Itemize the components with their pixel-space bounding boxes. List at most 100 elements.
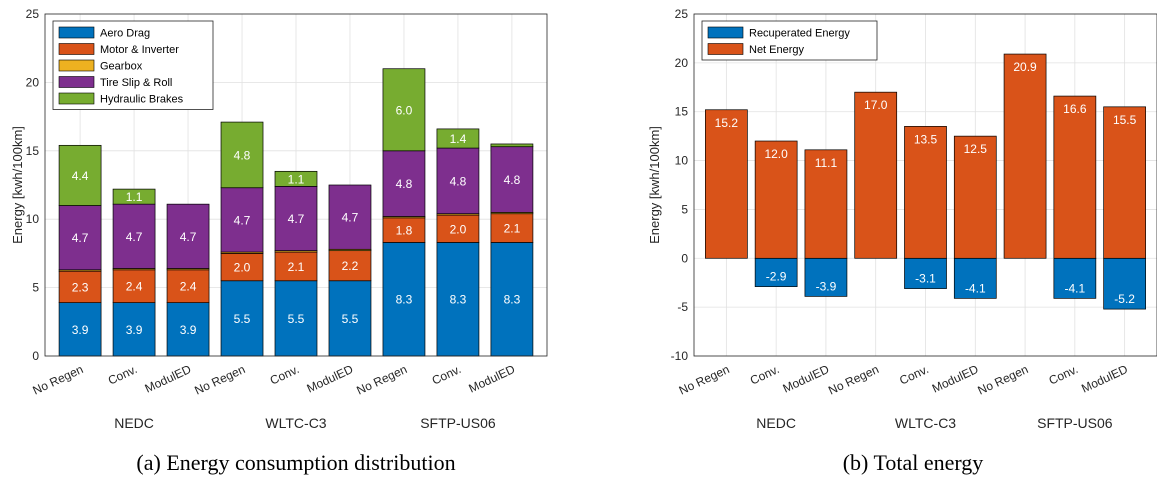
y-tick-label: 25 [675,7,689,21]
data-label: 4.7 [342,211,359,225]
bar-segment [754,140,798,259]
y-tick-label: 20 [675,56,689,70]
data-label: 4.8 [504,173,521,187]
bar-segment [1103,257,1146,310]
chart-b-bars: 15.2 -2.9 12.0 -3.9 11.1 17.0 -3.1 13.5 -4.1 12.5… [705,53,1146,310]
data-label: 17.0 [864,98,888,112]
y-tick-label: 5 [32,281,39,295]
bar-segment [382,217,426,243]
data-label: 20.9 [1013,60,1037,74]
bar-segment [804,149,848,259]
chart-b-y-axis-label: Energy [kwh/100km] [647,126,662,244]
data-label: 1.4 [450,132,467,146]
bar-segment [328,184,372,250]
data-label: 1.1 [288,172,305,186]
bar-segment [436,242,480,357]
data-label: 4.7 [180,230,197,244]
group-label: NEDC [756,415,796,431]
data-label: 15.5 [1113,113,1137,127]
data-label: 4.7 [126,230,143,244]
chart-a-bars: 3.9 2.3 4.7 4.4 3.9 2.4 4.7 1.1 3.9 2.4 4.7 5.5 2.0 4… [58,68,534,357]
legend-entry: Net Energy [749,44,805,56]
legend-swatch [707,43,744,55]
chart-a-y-axis-label: Energy [kwh/100km] [10,126,25,244]
x-tick-label: ModulED [1079,362,1130,396]
bar-segment [904,257,947,289]
y-tick-label: 20 [26,75,40,89]
bar-segment [274,280,318,357]
chart-a-caption: (a) Energy consumption distribution [136,450,455,475]
data-label: 2.4 [126,280,143,294]
bar-segment [328,250,372,282]
x-tick-label: No Regen [975,362,1030,398]
data-label: 4.7 [288,212,305,226]
bar-segment [705,109,748,259]
data-label: 12.5 [964,142,988,156]
chart-total-energy: 15.2 -2.9 12.0 -3.9 11.1 17.0 -3.1 13.5 -4.1 12.5… [647,7,1157,475]
bar-segment [490,146,534,213]
y-tick-label: 5 [681,202,688,216]
data-label: 4.8 [234,148,251,162]
y-tick-label: 10 [26,212,40,226]
bar-segment [490,143,534,148]
y-tick-label: 15 [675,105,689,119]
bar-segment [274,170,318,187]
chart-b-legend: Recuperated Energy Net Energy [701,20,878,61]
chart-energy-distribution: 3.9 2.3 4.7 4.4 3.9 2.4 4.7 1.1 3.9 2.4 4.7 5.5 2.0 4… [10,7,548,475]
bar-segment [904,126,947,259]
data-label: 4.8 [396,177,413,191]
bar-segment [58,205,102,271]
chart-b-axes-box [693,13,1157,357]
group-label: WLTC-C3 [895,415,956,431]
legend-entry: Tire Slip & Roll [100,77,172,89]
bar-segment [490,242,534,357]
data-label: -4.1 [965,281,986,295]
data-label: 4.7 [234,213,251,227]
data-label: 2.4 [180,280,197,294]
group-label: SFTP-US06 [420,415,496,431]
legend-entry: Aero Drag [100,28,150,40]
legend-swatch [58,26,95,39]
bar-segment [112,203,156,269]
y-tick-label: 10 [675,154,689,168]
chart-a-axes-box [44,13,548,357]
bar-segment [112,188,156,205]
bar-segment [274,251,318,282]
x-tick-label: No Regen [677,362,732,398]
data-label: 5.5 [288,312,305,326]
chart-a-y-ticks: 0 5 10 15 20 25 [26,7,40,363]
data-label: 8.3 [450,293,467,307]
bar-segment [220,280,264,357]
bar-segment [166,302,210,357]
data-label: 11.1 [815,156,838,170]
bar-segment [166,269,210,303]
x-tick-label: ModulED [467,362,518,396]
legend-swatch [707,26,744,39]
bar-segment [953,257,997,299]
data-label: 2.2 [342,259,359,273]
y-tick-label: -5 [677,300,688,314]
bar-segment [953,135,997,259]
x-tick-label: Conv. [268,362,302,388]
x-tick-label: ModulED [930,362,981,396]
data-label: 12.0 [764,147,788,161]
data-label: 2.0 [450,222,467,236]
chart-b-caption: (b) Total energy [843,450,984,475]
x-tick-label: ModulED [781,362,832,396]
data-label: 4.7 [72,231,89,245]
legend-entry: Motor & Inverter [100,44,179,56]
bar-segment [58,144,102,206]
data-label: 1.8 [396,224,413,238]
data-label: 2.1 [288,260,305,274]
x-tick-label: ModulED [143,362,194,396]
group-label: WLTC-C3 [265,415,326,431]
legend-entry: Gearbox [100,61,143,73]
bar-segment [382,150,426,217]
data-label: 4.4 [72,169,89,183]
data-label: 13.5 [914,132,938,146]
bar-segment [1103,106,1146,259]
x-tick-label: ModulED [305,362,356,396]
data-label: -2.9 [766,270,787,284]
data-label: 4.8 [450,174,467,188]
